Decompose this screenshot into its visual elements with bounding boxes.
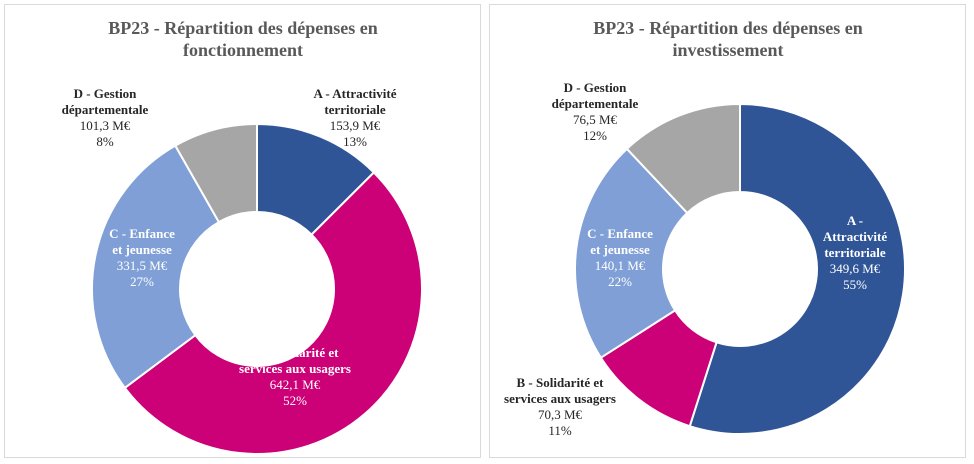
slice-name-text: C - Enfance	[587, 226, 653, 241]
slice-name-text: D - Gestion	[74, 86, 138, 101]
chart-title-line: BP23 - Répartition des dépenses en	[593, 18, 863, 38]
donut-chart-fonctionnement: BP23 - Répartition des dépenses enfoncti…	[62, 18, 423, 455]
slice-name-text: et jeunesse	[112, 242, 172, 257]
slice-name-text: départementale	[552, 96, 639, 111]
slice-value-text: 12%	[583, 128, 607, 143]
chart-panel-investissement: BP23 - Répartition des dépenses en invest…	[489, 4, 966, 458]
slice-value-text: 52%	[283, 393, 307, 408]
slice-value-text: 8%	[96, 134, 114, 149]
slice-value-text: 27%	[130, 274, 154, 289]
slice-value-text: 22%	[608, 274, 632, 289]
slice-value-text: 76,5 M€	[573, 112, 618, 127]
chart-title-line: investissement	[673, 40, 784, 60]
slice-value-text: 55%	[843, 277, 867, 292]
donut-chart-investissement: BP23 - Répartition des dépenses eninvest…	[504, 18, 906, 438]
slice-name-text: territoriale	[824, 245, 886, 260]
slice-name-text: B - Solidarité et	[516, 375, 604, 390]
slice-value-text: 101,3 M€	[80, 118, 131, 133]
slice-value-text: 349,6 M€	[830, 261, 881, 276]
donut-slice-d-gestion	[173, 122, 258, 224]
slice-name-text: services aux usagers	[504, 391, 616, 406]
slice-value-text: 70,3 M€	[538, 407, 583, 422]
donut-slice-b-solidarite-et	[123, 171, 423, 455]
slice-value-text: 331,5 M€	[117, 258, 168, 273]
donut-slice-c-enfance	[91, 144, 221, 390]
slice-name-text: C - Enfance	[109, 226, 175, 241]
slice-value-text: 642,1 M€	[270, 377, 321, 392]
slice-name-text: B - Solidarité et	[251, 345, 339, 360]
chart-title-line: BP23 - Répartition des dépenses en	[108, 18, 378, 38]
slice-name-text: Attractivité	[823, 229, 887, 244]
slice-name-text: D - Gestion	[564, 80, 628, 95]
slice-value-text: 140,1 M€	[595, 258, 646, 273]
donut-slice-d-gestion	[625, 102, 741, 215]
slice-name-text: A -	[847, 213, 863, 228]
slice-name-text: services aux usagers	[239, 361, 351, 376]
chart-panel-fonctionnement: BP23 - Répartition des dépenses en foncti…	[4, 4, 481, 458]
slice-name-text: A - Attractivité	[313, 86, 396, 101]
slice-name-text: territoriale	[324, 102, 386, 117]
slice-name-text: départementale	[62, 102, 149, 117]
slice-value-text: 153,9 M€	[330, 118, 381, 133]
slice-name-text: et jeunesse	[590, 242, 650, 257]
donut-slice-a	[688, 102, 906, 435]
chart-title-line: fonctionnement	[183, 40, 303, 60]
slice-value-text: 11%	[548, 423, 572, 438]
slice-value-text: 13%	[343, 134, 367, 149]
donut-slice-c-enfance	[574, 147, 689, 360]
